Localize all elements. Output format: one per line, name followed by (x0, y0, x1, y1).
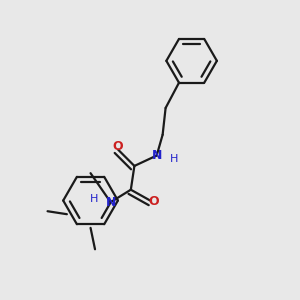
Text: N: N (152, 149, 162, 162)
Text: H: H (170, 154, 178, 164)
Text: O: O (149, 194, 159, 208)
Text: O: O (113, 140, 123, 152)
Text: N: N (105, 196, 116, 209)
Text: H: H (90, 194, 98, 204)
